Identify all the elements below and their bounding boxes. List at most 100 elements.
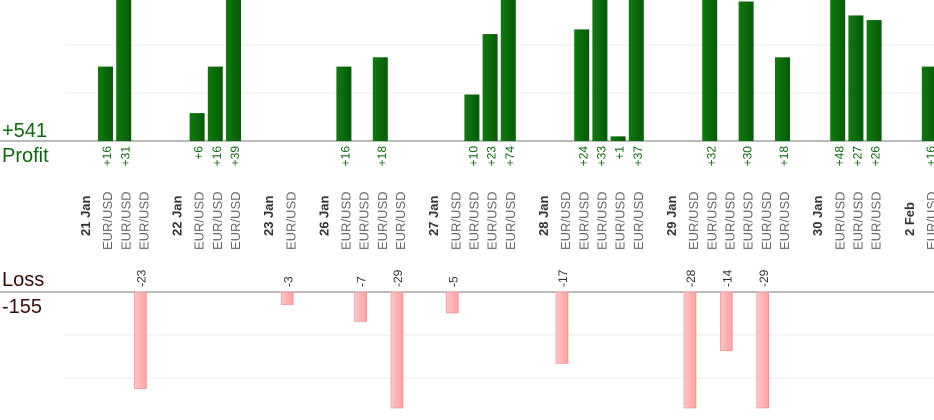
pair-label: EUR/USD (118, 191, 133, 250)
pair-label: EUR/USD (393, 191, 408, 250)
profit-bar (628, 0, 644, 141)
loss-value-label: -29 (391, 269, 405, 287)
profit-bar (574, 29, 590, 141)
profit-bar (610, 136, 626, 141)
profit-bar (830, 0, 846, 141)
pair-label: EUR/USD (448, 191, 463, 250)
profit-value-label: +18 (375, 146, 389, 167)
pair-label: EUR/USD (503, 191, 518, 250)
loss-bar (445, 291, 459, 314)
date-label: 22 Jan (170, 195, 185, 236)
loss-value-label: -14 (721, 269, 735, 287)
pair-label: EUR/USD (723, 191, 738, 250)
pair-label: EUR/USD (759, 191, 774, 250)
date-label: 26 Jan (316, 195, 331, 236)
loss-value-label: -23 (135, 269, 149, 287)
pair-label: EUR/USD (100, 191, 115, 250)
profit-value-label: +32 (704, 146, 718, 167)
pair-label: EUR/USD (924, 191, 934, 250)
pair-label: EUR/USD (595, 191, 610, 250)
profit-value-label: +74 (503, 146, 517, 167)
pair-label: EUR/USD (283, 191, 298, 250)
profit-bar (738, 1, 754, 141)
pair-label: EUR/USD (741, 191, 756, 250)
profit-value-label: +16 (210, 146, 224, 167)
profit-value-label: +10 (467, 146, 481, 167)
profit-bar (226, 0, 241, 141)
profit-bar (372, 57, 388, 141)
profit-value-label: +48 (832, 146, 846, 167)
date-label: 27 Jan (426, 195, 441, 236)
pair-label: EUR/USD (869, 191, 884, 250)
profit-value-label: +23 (485, 146, 499, 167)
pair-label: EUR/USD (851, 191, 866, 250)
loss-bar (720, 291, 733, 352)
loss-value-label: -29 (757, 269, 771, 287)
loss-value-label: -17 (556, 269, 570, 287)
profit-bar (848, 15, 864, 142)
loss-bar (354, 291, 367, 322)
pair-label: EUR/USD (210, 191, 225, 250)
profit-label: Profit (2, 145, 49, 167)
profit-value-label: +16 (339, 146, 353, 167)
profit-bar (464, 94, 480, 141)
pair-label: EUR/USD (576, 191, 591, 250)
profit-bar (482, 34, 498, 141)
loss-value-label: -5 (446, 276, 460, 287)
profit-bar (702, 0, 718, 141)
date-label: 21 Jan (78, 195, 93, 236)
pair-label: EUR/USD (228, 191, 243, 250)
profit-value-label: +16 (924, 146, 934, 167)
profit-bar (500, 0, 516, 141)
date-label: 28 Jan (536, 195, 551, 236)
profit-bar (98, 66, 113, 141)
profit-value-label: +26 (869, 146, 883, 167)
loss-value-label: -28 (684, 269, 698, 287)
profit-value-label: +37 (631, 146, 645, 167)
pair-label: EUR/USD (339, 191, 354, 250)
loss-value-label: -7 (355, 276, 369, 287)
loss-bar (683, 291, 697, 409)
pair-label: EUR/USD (137, 191, 152, 250)
profit-bar (336, 66, 352, 141)
profit-value-label: +39 (228, 146, 242, 167)
profit-bar (189, 113, 205, 141)
date-label: 30 Jan (810, 195, 825, 236)
loss-bar (555, 291, 569, 364)
date-label: 2 Feb (902, 202, 917, 236)
date-label: 23 Jan (261, 195, 276, 236)
pair-label: EUR/USD (686, 191, 701, 250)
profit-value-label: +6 (192, 146, 206, 160)
pair-label: EUR/USD (558, 191, 573, 250)
loss-bar (134, 291, 147, 389)
pair-label: EUR/USD (375, 191, 390, 250)
profit-value-label: +18 (777, 146, 791, 167)
loss-value-label: -3 (281, 276, 295, 287)
loss-total: -155 (2, 296, 43, 318)
profit-bar (592, 0, 608, 141)
pair-label: EUR/USD (485, 191, 500, 250)
pair-label: EUR/USD (704, 191, 719, 250)
profit-value-label: +33 (595, 146, 609, 167)
date-label: 29 Jan (664, 195, 679, 236)
pair-label: EUR/USD (467, 191, 482, 250)
loss-bar (390, 291, 404, 409)
profit-total: +541 (2, 120, 48, 142)
pair-label: EUR/USD (357, 191, 372, 250)
pair-label: EUR/USD (832, 191, 847, 250)
profit-bar (775, 57, 790, 141)
profit-value-label: +16 (100, 146, 114, 167)
profit-value-label: +30 (741, 146, 755, 167)
profit-bar (866, 20, 882, 142)
pair-label: EUR/USD (613, 191, 628, 250)
profit-bar (921, 66, 934, 141)
profit-value-label: +31 (118, 146, 132, 167)
pair-label: EUR/USD (192, 191, 207, 250)
profit-value-label: +24 (576, 146, 590, 167)
profit-bar (207, 66, 223, 141)
pair-label: EUR/USD (777, 191, 792, 250)
loss-label: Loss (2, 269, 45, 291)
profit-bar (116, 0, 132, 141)
pair-label: EUR/USD (631, 191, 646, 250)
